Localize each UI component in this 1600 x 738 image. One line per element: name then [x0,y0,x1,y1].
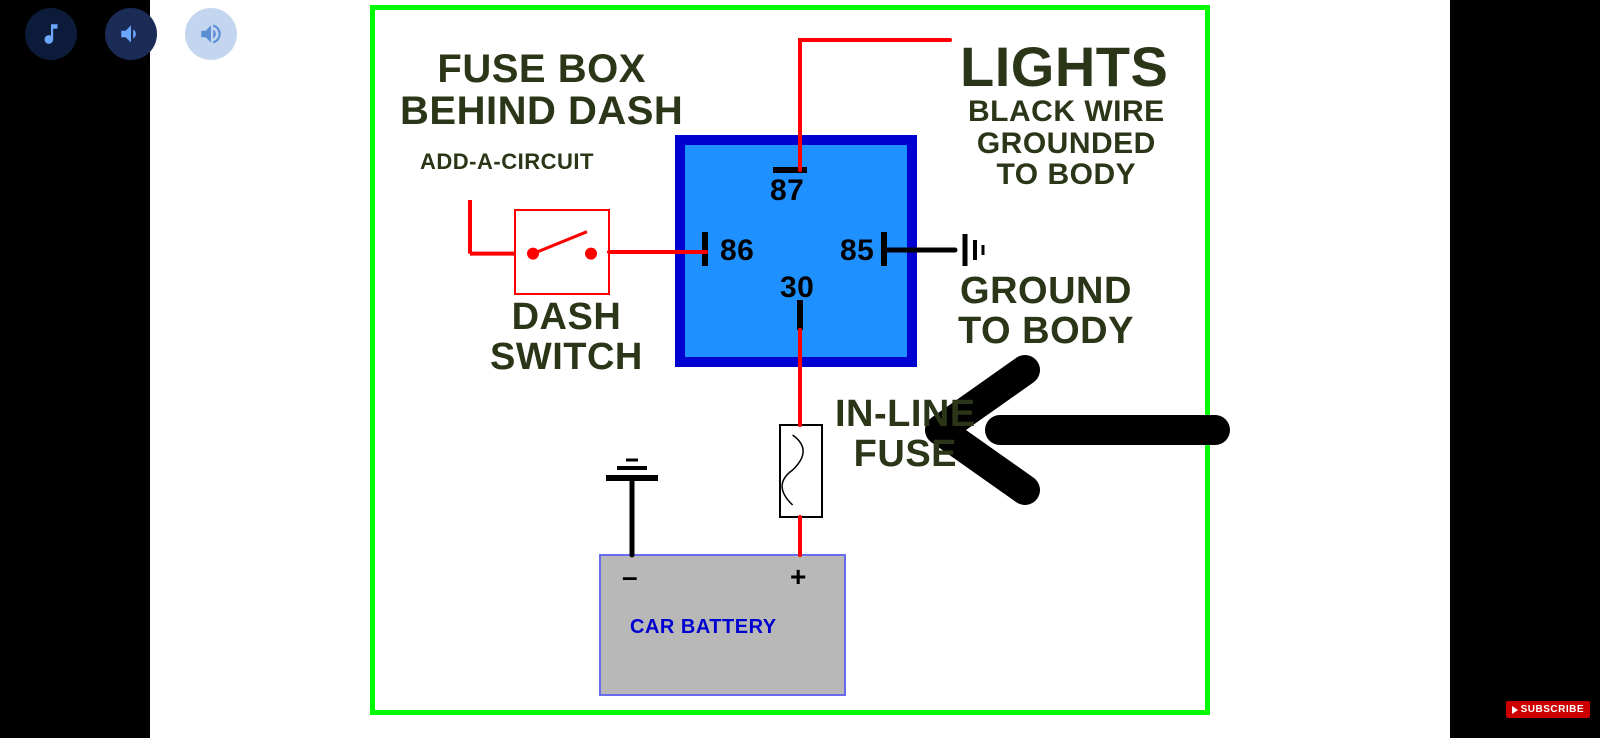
volume-high-button[interactable] [185,8,237,60]
battery-neg-symbol: – [622,562,638,591]
music-note-icon [38,21,64,47]
label-car-battery: CAR BATTERY [630,617,777,638]
relay-pin-85: 85 [840,235,874,267]
music-note-button[interactable] [25,8,77,60]
volume-low-button[interactable] [105,8,157,60]
label-lights: LIGHTS [960,38,1168,97]
label-fuse-box: FUSE BOX BEHIND DASH [400,48,683,132]
volume-high-icon [198,21,224,47]
battery-pos-symbol: + [790,562,807,591]
label-inline-fuse: IN-LINE FUSE [835,395,976,475]
play-icon [1512,706,1518,714]
diagram-stage: FUSE BOX BEHIND DASH ADD-A-CIRCUIT DASH … [150,0,1450,738]
label-add-a-circuit: ADD-A-CIRCUIT [420,150,594,173]
relay-pin-86: 86 [720,235,754,267]
relay-pin-30: 30 [780,272,814,304]
label-lights-note: BLACK WIRE GROUNDED TO BODY [968,96,1165,191]
label-dash-switch: DASH SWITCH [490,298,643,378]
volume-low-icon [118,21,144,47]
subscribe-button[interactable]: SUBSCRIBE [1506,701,1590,718]
subscribe-label: SUBSCRIBE [1521,704,1584,715]
relay-pin-87: 87 [770,175,804,207]
label-ground-to-body: GROUND TO BODY [958,272,1134,352]
